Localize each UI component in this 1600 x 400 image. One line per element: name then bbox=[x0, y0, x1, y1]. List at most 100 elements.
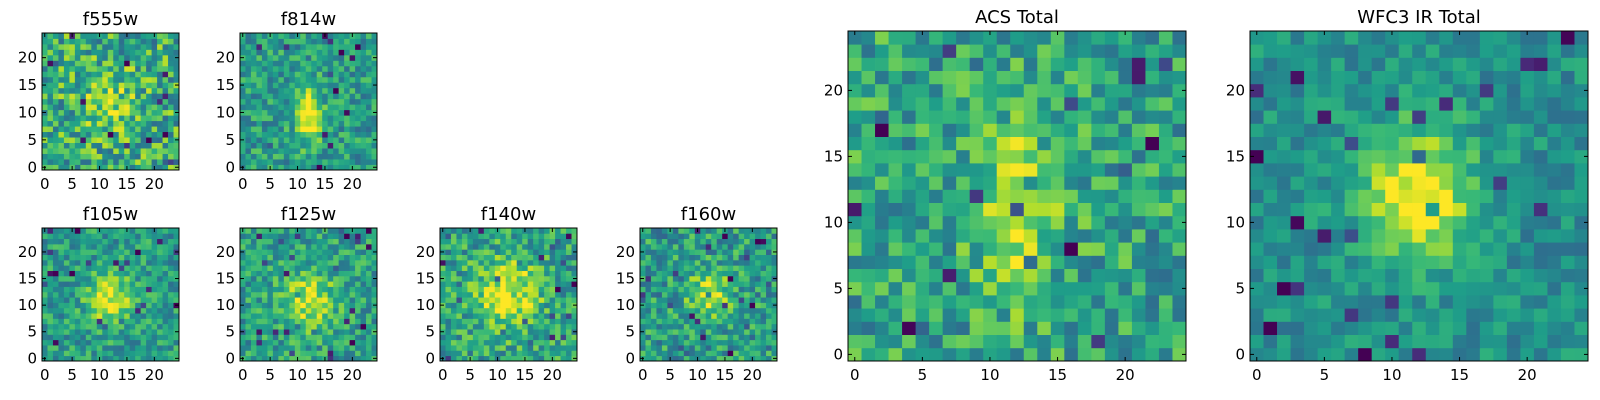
heatmap-cell bbox=[96, 291, 103, 298]
heatmap-cell bbox=[261, 98, 268, 105]
heatmap-cell bbox=[667, 254, 674, 261]
heatmap-cell bbox=[289, 238, 296, 245]
heatmap-cell bbox=[689, 243, 696, 250]
heatmap-cell bbox=[527, 345, 534, 351]
heatmap-cell bbox=[322, 109, 329, 116]
heatmap-cell bbox=[42, 120, 48, 127]
heatmap-cell bbox=[256, 115, 263, 122]
heatmap-cell bbox=[566, 281, 572, 287]
heatmap-cell bbox=[283, 54, 290, 61]
heatmap-cell bbox=[1037, 268, 1052, 283]
heatmap-cell bbox=[915, 97, 930, 111]
heatmap-cell bbox=[96, 126, 103, 133]
heatmap-cell bbox=[942, 189, 957, 203]
heatmap-cell bbox=[1574, 308, 1589, 322]
heatmap-cell bbox=[467, 339, 474, 346]
heatmap-cell bbox=[344, 270, 350, 277]
heatmap-cell bbox=[522, 350, 529, 357]
heatmap-cell bbox=[483, 254, 490, 261]
heatmap-cell bbox=[672, 313, 679, 319]
heatmap-cell bbox=[875, 136, 889, 151]
heatmap-cell bbox=[305, 334, 312, 341]
heatmap-cell bbox=[289, 318, 296, 325]
heatmap-cell bbox=[355, 345, 361, 351]
heatmap-cell bbox=[656, 233, 663, 240]
heatmap-cell bbox=[338, 109, 345, 116]
heatmap-cell bbox=[294, 329, 301, 335]
heatmap-cell bbox=[489, 249, 496, 255]
heatmap-cell bbox=[146, 126, 152, 133]
heatmap-cell bbox=[289, 249, 296, 255]
heatmap-cell bbox=[69, 87, 76, 94]
heatmap-cell bbox=[1425, 163, 1440, 177]
heatmap-cell bbox=[1158, 44, 1173, 58]
heatmap-cell bbox=[445, 297, 452, 303]
heatmap-cell bbox=[956, 321, 971, 335]
heatmap-cell bbox=[91, 329, 98, 335]
heatmap-cell bbox=[146, 71, 152, 78]
heatmap-cell bbox=[140, 126, 147, 133]
heatmap-cell bbox=[283, 82, 290, 89]
heatmap-cell bbox=[278, 254, 285, 261]
heatmap-cell bbox=[1158, 163, 1173, 177]
heatmap-cell bbox=[173, 228, 180, 234]
heatmap-cell bbox=[527, 302, 534, 309]
heatmap-cell bbox=[1412, 163, 1427, 177]
heatmap-cell bbox=[672, 249, 679, 255]
heatmap-cell bbox=[349, 323, 356, 330]
heatmap-cell bbox=[1452, 202, 1467, 217]
heatmap-cell bbox=[875, 31, 889, 45]
heatmap-cell bbox=[113, 259, 120, 266]
heatmap-cell bbox=[63, 82, 70, 89]
heatmap-cell bbox=[240, 126, 246, 133]
heatmap-cell bbox=[875, 255, 889, 269]
heatmap-cell bbox=[942, 31, 957, 45]
heatmap-cell bbox=[140, 109, 147, 116]
heatmap-cell bbox=[678, 345, 685, 351]
heatmap-cell bbox=[1145, 255, 1160, 269]
heatmap-cell bbox=[63, 120, 70, 127]
heatmap-cell bbox=[766, 307, 772, 314]
heatmap-cell bbox=[96, 93, 103, 100]
heatmap-cell bbox=[667, 270, 674, 277]
heatmap-cell bbox=[1412, 149, 1427, 164]
heatmap-cell bbox=[733, 265, 740, 271]
heatmap-cell bbox=[505, 291, 512, 298]
heatmap-cell bbox=[272, 54, 279, 61]
heatmap-cell bbox=[58, 82, 65, 89]
heatmap-cell bbox=[1533, 202, 1548, 217]
heatmap-cell bbox=[360, 93, 367, 100]
heatmap-cell bbox=[278, 228, 285, 234]
heatmap-cell bbox=[168, 265, 174, 271]
heatmap-cell bbox=[240, 254, 246, 261]
heatmap-cell bbox=[261, 33, 268, 39]
heatmap-cell bbox=[267, 345, 274, 351]
heatmap-cell bbox=[1064, 255, 1079, 269]
heatmap-cell bbox=[52, 297, 59, 303]
heatmap-cell bbox=[755, 297, 761, 303]
heatmap-cell bbox=[472, 355, 479, 362]
heatmap-cell bbox=[650, 297, 657, 303]
heatmap-cell bbox=[549, 313, 556, 319]
heatmap-cell bbox=[902, 202, 916, 217]
heatmap-cell bbox=[305, 131, 312, 138]
heatmap-cell bbox=[1574, 215, 1589, 230]
heatmap-cell bbox=[294, 291, 301, 298]
heatmap-cell bbox=[162, 164, 169, 171]
heatmap-cell bbox=[1064, 242, 1079, 256]
heatmap-cell bbox=[91, 334, 98, 341]
heatmap-cell bbox=[366, 65, 372, 72]
heatmap-cell bbox=[80, 131, 87, 138]
heatmap-cell bbox=[689, 339, 696, 346]
heatmap-cell bbox=[456, 318, 463, 325]
heatmap-cell bbox=[755, 254, 761, 261]
heatmap-cell bbox=[240, 313, 246, 319]
heatmap-cell bbox=[661, 243, 668, 250]
heatmap-cell bbox=[52, 153, 59, 160]
heatmap-cell bbox=[42, 259, 48, 266]
heatmap-cell bbox=[151, 71, 158, 78]
heatmap-cell bbox=[656, 281, 663, 287]
heatmap-cell bbox=[472, 313, 479, 319]
heatmap-cell bbox=[661, 238, 668, 245]
heatmap-cell bbox=[250, 82, 257, 89]
